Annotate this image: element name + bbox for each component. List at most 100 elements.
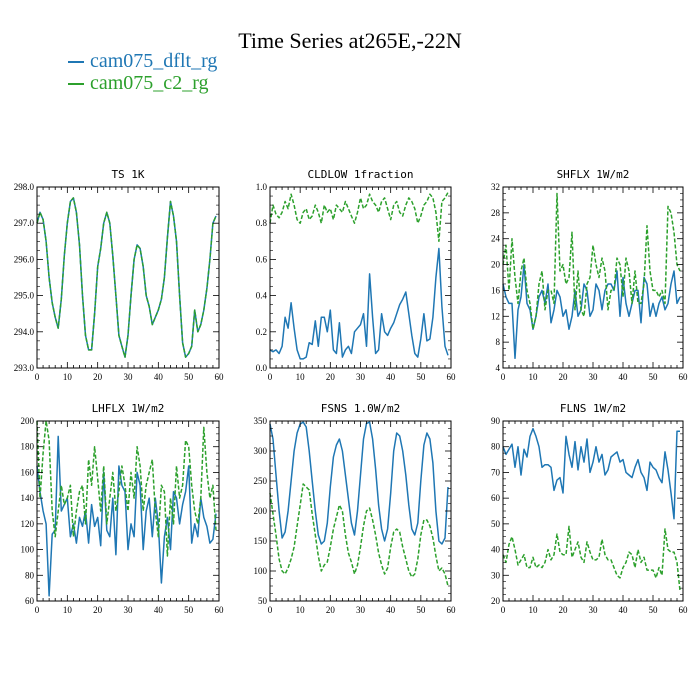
y-tick-label-5-6: 80 <box>491 442 501 452</box>
y-tick-label-0-4: 297.0 <box>14 218 35 228</box>
x-tick-label-0-50: 50 <box>184 372 194 382</box>
y-tick-label-3-2: 100 <box>21 545 35 555</box>
y-tick-label-0-0: 293.0 <box>14 363 35 373</box>
panel-title-3: LHFLX 1W/m2 <box>92 402 165 415</box>
x-tick-label-4-40: 40 <box>386 605 396 615</box>
x-tick-label-4-30: 30 <box>356 605 366 615</box>
y-tick-label-4-6: 350 <box>254 416 268 426</box>
y-tick-label-1-1: 0.2 <box>256 327 267 337</box>
y-tick-label-2-4: 20 <box>491 260 501 270</box>
series-line-c2-0 <box>36 197 217 358</box>
plot-frame-2 <box>502 186 684 369</box>
y-tick-label-2-1: 8 <box>496 337 501 347</box>
y-tick-label-5-2: 40 <box>491 545 501 555</box>
y-tick-label-3-7: 200 <box>21 416 35 426</box>
x-tick-label-3-20: 20 <box>93 605 103 615</box>
y-tick-label-1-2: 0.4 <box>256 291 268 301</box>
legend-entry-dflt: cam075_dflt_rg <box>68 50 217 72</box>
x-tick-label-4-50: 50 <box>416 605 426 615</box>
y-tick-label-3-5: 160 <box>21 467 35 477</box>
y-tick-label-5-1: 30 <box>491 570 501 580</box>
x-tick-label-3-60: 60 <box>215 605 225 615</box>
plot-frame-5 <box>502 420 684 602</box>
chart-panel-1: CLDLOW 1fraction 0 10 20 30 40 50 60 0.0 0.2 0.4 0.… <box>256 168 456 382</box>
chart-panel-0: TS 1K 0 10 20 30 40 50 60 293.0 294.0 295.0 296.0 29… <box>14 168 224 382</box>
x-tick-label-1-20: 20 <box>326 372 336 382</box>
y-tick-label-2-7: 32 <box>491 182 500 192</box>
series-line-c2-1 <box>269 192 449 243</box>
x-tick-label-1-30: 30 <box>356 372 366 382</box>
y-tick-label-5-4: 60 <box>491 493 501 503</box>
x-tick-label-2-50: 50 <box>649 372 659 382</box>
x-tick-label-1-40: 40 <box>386 372 396 382</box>
x-tick-label-1-50: 50 <box>416 372 426 382</box>
chart-panel-5: FLNS 1W/m2 0 10 20 30 40 50 60 20 30 40 50 60 70 80 90 <box>491 402 688 615</box>
x-tick-label-5-0: 0 <box>501 605 506 615</box>
series-line-dflt-5 <box>502 427 680 520</box>
legend-entry-c2: cam075_c2_rg <box>68 72 209 94</box>
y-tick-label-2-6: 28 <box>491 208 501 218</box>
panel-title-4: FSNS 1.0W/m2 <box>321 402 400 415</box>
x-tick-label-5-20: 20 <box>559 605 569 615</box>
y-tick-label-4-2: 150 <box>254 536 268 546</box>
y-tick-label-4-4: 250 <box>254 476 268 486</box>
y-tick-label-4-5: 300 <box>254 446 268 456</box>
legend-swatch-dflt <box>68 61 84 64</box>
legend-label-dflt: cam075_dflt_rg <box>90 50 218 72</box>
x-tick-label-2-30: 30 <box>589 372 599 382</box>
y-tick-label-2-3: 16 <box>491 285 501 295</box>
y-tick-label-3-4: 140 <box>21 493 35 503</box>
panel-title-5: FLNS 1W/m2 <box>560 402 626 415</box>
x-tick-label-2-60: 60 <box>679 372 689 382</box>
series-line-c2-2 <box>502 192 681 330</box>
x-tick-label-1-60: 60 <box>447 372 457 382</box>
y-tick-label-0-3: 296.0 <box>14 254 35 264</box>
y-tick-label-3-3: 120 <box>21 519 35 529</box>
panel-title-1: CLDLOW 1fraction <box>308 168 414 181</box>
y-tick-label-4-3: 200 <box>254 506 268 516</box>
x-tick-label-0-20: 20 <box>93 372 103 382</box>
x-tick-label-4-10: 10 <box>296 605 306 615</box>
y-tick-label-0-5: 298.0 <box>14 182 35 192</box>
y-tick-label-1-3: 0.6 <box>256 254 268 264</box>
y-tick-label-3-6: 180 <box>21 442 35 452</box>
y-tick-label-5-5: 70 <box>491 467 501 477</box>
x-tick-label-4-60: 60 <box>447 605 457 615</box>
chart-panel-3: LHFLX 1W/m2 0 10 20 30 40 50 60 60 80 100 120 140 160… <box>21 402 225 615</box>
x-tick-label-2-10: 10 <box>529 372 539 382</box>
x-tick-label-3-30: 30 <box>124 605 134 615</box>
x-tick-label-3-50: 50 <box>184 605 194 615</box>
series-line-dflt-1 <box>269 247 449 360</box>
y-tick-label-1-5: 1.0 <box>256 182 268 192</box>
series-line-c2-4 <box>269 483 449 587</box>
panel-title-2: SHFLX 1W/m2 <box>557 168 630 181</box>
series-line-c2-3 <box>36 420 217 557</box>
y-tick-label-0-1: 294.0 <box>14 327 35 337</box>
x-tick-label-2-40: 40 <box>619 372 629 382</box>
y-tick-label-0-2: 295.0 <box>14 291 35 301</box>
plot-frame-1 <box>269 186 452 369</box>
x-tick-label-4-20: 20 <box>326 605 336 615</box>
x-tick-label-5-30: 30 <box>589 605 599 615</box>
legend-swatch-c2 <box>68 83 84 86</box>
panel-title-0: TS 1K <box>111 168 144 181</box>
x-tick-label-0-0: 0 <box>35 372 40 382</box>
y-tick-label-1-4: 0.8 <box>256 218 268 228</box>
y-tick-label-1-0: 0.0 <box>256 363 268 373</box>
y-tick-label-2-5: 24 <box>491 234 501 244</box>
series-line-dflt-4 <box>269 421 449 545</box>
y-tick-label-2-2: 12 <box>491 311 500 321</box>
figure-title: Time Series at265E,-22N <box>238 28 462 53</box>
y-tick-label-2-0: 4 <box>496 363 501 373</box>
x-tick-label-1-0: 0 <box>268 372 273 382</box>
legend-label-c2: cam075_c2_rg <box>90 72 209 94</box>
x-tick-label-0-60: 60 <box>215 372 225 382</box>
x-tick-label-5-60: 60 <box>679 605 689 615</box>
series-line-c2-5 <box>502 525 681 591</box>
x-tick-label-3-0: 0 <box>35 605 40 615</box>
y-tick-label-5-7: 90 <box>491 416 501 426</box>
y-tick-label-5-0: 20 <box>491 596 501 606</box>
y-tick-label-3-1: 80 <box>25 570 35 580</box>
x-tick-label-1-10: 10 <box>296 372 306 382</box>
